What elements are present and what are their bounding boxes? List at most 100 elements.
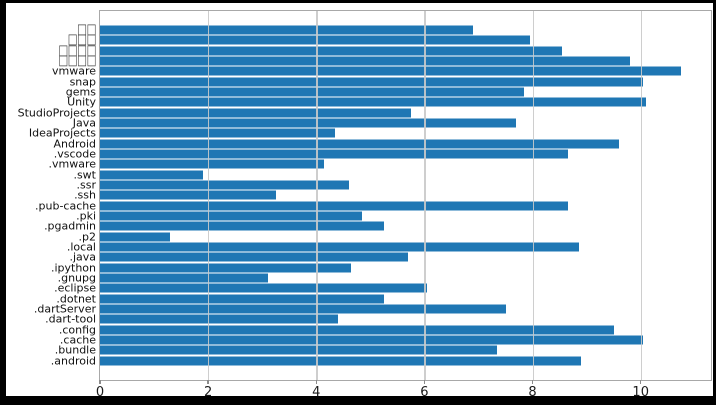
x-tick-label: 6 — [420, 385, 429, 400]
y-tick-label: .dartServer — [33, 302, 96, 316]
bar-row: .pgadmin — [44, 221, 711, 232]
bar — [100, 263, 352, 273]
y-tick-label-missing-glyphs: □□□ — [67, 32, 97, 49]
bar-row: □□□ — [68, 33, 711, 47]
bar — [100, 221, 384, 231]
bar — [100, 97, 647, 107]
x-tick-mark — [531, 380, 534, 384]
bar — [100, 180, 349, 190]
bar — [100, 314, 338, 324]
y-tick-label: .vscode — [53, 147, 96, 161]
y-tick-label-missing-glyphs: □□□□ — [58, 52, 96, 69]
bar — [100, 345, 498, 355]
y-tick-label: .gnupg — [57, 271, 96, 285]
y-tick-label: .local — [66, 240, 96, 254]
bar-row: .android — [51, 355, 711, 366]
bar-row: .config — [59, 324, 711, 335]
y-tick-label-missing-glyphs: □□□□ — [58, 42, 96, 59]
gridline — [532, 11, 534, 380]
bar — [100, 325, 614, 335]
bar-row: .pki — [76, 211, 711, 222]
bar — [100, 46, 563, 56]
x-tick-label: 10 — [632, 385, 649, 400]
bar — [100, 77, 644, 87]
bar — [100, 201, 568, 211]
bar-row: .ssh — [74, 190, 711, 201]
gridline — [424, 11, 426, 380]
bar — [100, 139, 620, 149]
bar — [100, 252, 409, 262]
bar — [100, 56, 630, 66]
x-tick-mark — [423, 380, 426, 384]
bar — [100, 294, 384, 304]
bar-row: .swt — [73, 169, 711, 180]
bar — [100, 149, 568, 159]
bar — [100, 66, 682, 76]
y-tick-label: .dotnet — [56, 292, 96, 306]
bar-row: IdeaProjects — [29, 128, 711, 139]
bar — [100, 211, 363, 221]
y-tick-label: .dart-tool — [45, 312, 96, 326]
y-tick-label: .pub-cache — [35, 199, 96, 213]
x-tick-mark — [315, 380, 318, 384]
y-tick-label: .cache — [59, 333, 96, 347]
x-tick-mark — [207, 380, 209, 384]
bar — [100, 128, 336, 138]
bar-row: vmware — [52, 66, 711, 77]
bar — [100, 35, 530, 45]
y-tick-label: .swt — [73, 168, 96, 182]
x-tick-mark — [639, 380, 642, 384]
bar — [100, 118, 517, 128]
gridline — [316, 11, 318, 380]
bar — [100, 159, 325, 169]
bar-row: .vmware — [48, 159, 711, 170]
y-tick-label: StudioProjects — [17, 106, 96, 120]
bar-row: Android — [53, 138, 711, 149]
y-tick-label: .pgadmin — [44, 219, 96, 233]
bar-row: .java — [69, 252, 711, 263]
bar-row: .local — [67, 242, 711, 253]
bar — [100, 335, 644, 345]
x-tick-label: 4 — [312, 385, 321, 400]
bar-row: .ssr — [77, 180, 711, 191]
x-tick-label: 0 — [95, 385, 105, 400]
x-tick-mark — [99, 380, 101, 384]
bar — [100, 25, 474, 35]
y-tick-label: .java — [69, 250, 96, 264]
y-tick-label: .vmware — [48, 157, 96, 171]
bar-row: .pub-cache — [35, 200, 711, 211]
y-tick-label: Java — [72, 116, 96, 130]
y-tick-label: snap — [69, 75, 96, 89]
x-tick-label: 2 — [204, 385, 213, 400]
bar-row: snap — [70, 76, 711, 87]
bar — [100, 304, 506, 314]
y-tick-label: .android — [50, 354, 96, 368]
y-tick-label: IdeaProjects — [28, 126, 96, 140]
bar-row: StudioProjects — [18, 107, 711, 118]
plot-area: □□ □□□ □□□□ □□□□ vmware snap gems Unity StudioPr… — [18, 10, 712, 399]
bar-row: gems — [66, 87, 711, 98]
bar — [100, 356, 582, 366]
bar-row: Unity — [67, 97, 711, 108]
y-tick-label: .p2 — [78, 230, 96, 244]
y-tick-label: .eclipse — [54, 281, 96, 295]
bar-row: .p2 — [79, 231, 711, 242]
bar-row: .ipython — [51, 262, 711, 273]
bar-row: □□ — [77, 23, 711, 37]
x-tick-label: 8 — [528, 385, 537, 400]
bar-row: .dotnet — [56, 293, 711, 304]
bar-row: .vscode — [54, 149, 711, 160]
bar-row: □□□□ — [58, 44, 711, 57]
y-tick-label: .ipython — [50, 261, 96, 275]
bar — [100, 242, 579, 252]
y-tick-label: .ssh — [74, 188, 96, 202]
figure-canvas: □□ □□□ □□□□ □□□□ vmware snap gems Unity StudioPr… — [6, 3, 713, 399]
gridline — [640, 11, 642, 380]
y-tick-label: .ssr — [76, 178, 96, 192]
bar-row: .cache — [60, 335, 711, 346]
bar — [100, 283, 428, 293]
bar — [100, 273, 268, 283]
y-tick-label: vmware — [51, 64, 96, 78]
bar — [100, 190, 276, 200]
